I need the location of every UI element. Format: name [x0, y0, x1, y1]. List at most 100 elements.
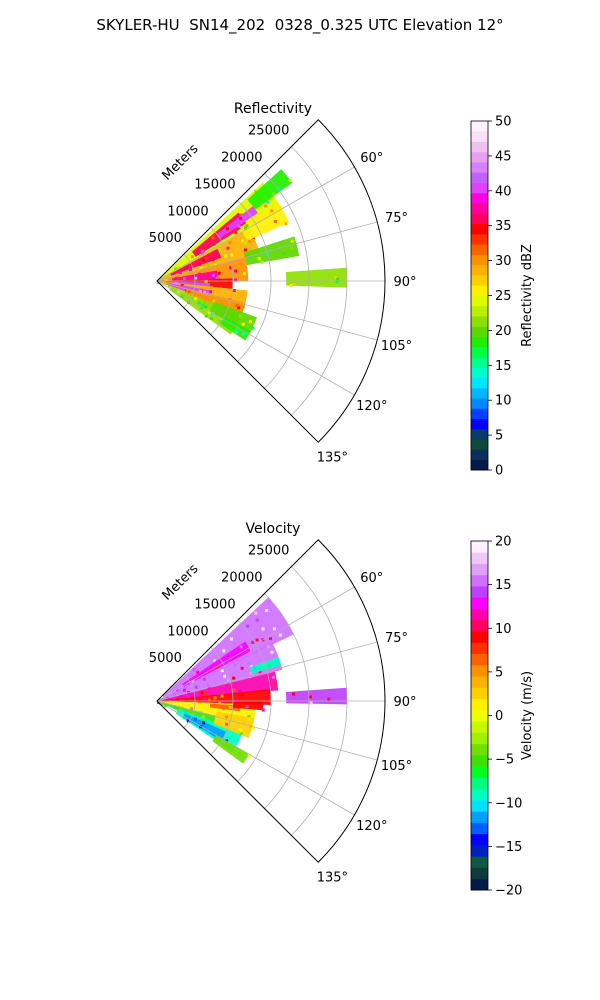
radial-tick-label: 5000 [149, 651, 182, 666]
azimuth-tick-label: 60° [360, 151, 383, 166]
echo-pixel [211, 236, 215, 240]
colorbar-swatch [471, 754, 488, 767]
echo-pixel [212, 274, 215, 277]
echo-pixel [176, 291, 180, 295]
colorbar-swatch [471, 631, 488, 643]
radar-data [157, 169, 347, 341]
radial-tick-label: 10000 [167, 624, 208, 639]
echo-pixel [273, 219, 277, 223]
colorbar-swatch [471, 367, 488, 379]
echo-pixel [239, 213, 243, 217]
colorbar-tick-label: 0 [495, 709, 503, 724]
echo-pixel [193, 668, 197, 672]
echo-region [216, 206, 258, 239]
echo-pixel [204, 280, 208, 284]
echo-pixel [178, 271, 182, 275]
chart-panel-reflectivity: Reflectivity500010000150002000025000Mete… [149, 101, 417, 465]
echo-pixel [180, 294, 184, 298]
echo-region [285, 687, 348, 705]
echo-pixel [184, 266, 188, 270]
colorbar-swatch [471, 563, 488, 576]
colorbar-swatch [471, 295, 488, 307]
echo-pixel [215, 276, 219, 280]
echo-pixel [196, 670, 200, 674]
colorbar-swatch [471, 162, 488, 173]
echo-pixel [205, 257, 209, 261]
echo-pixel [201, 715, 205, 719]
echo-pixel [239, 645, 243, 649]
colorbar-swatch [471, 151, 488, 163]
echo-pixel [226, 678, 230, 682]
echo-pixel [201, 304, 205, 308]
colorbar-tick-label: −10 [495, 796, 522, 811]
echo-pixel [248, 239, 251, 243]
colorbar-swatch [471, 398, 488, 409]
echo-pixel [254, 190, 258, 194]
echo-pixel [187, 290, 191, 294]
colorbar-tick-label: −15 [495, 840, 522, 855]
colorbar-swatch [471, 305, 488, 317]
colorbar-swatch [471, 203, 488, 214]
echo-pixel [174, 288, 178, 292]
plot-border [156, 539, 386, 863]
echo-pixel [288, 179, 292, 183]
echo-pixel [215, 739, 219, 743]
echo-pixel [199, 266, 203, 270]
echo-pixel [258, 670, 262, 674]
echo-pixel [207, 263, 210, 267]
echo-pixel [199, 710, 203, 714]
echo-pixel [251, 326, 255, 330]
echo-pixel [208, 707, 212, 711]
echo-pixel [241, 322, 245, 326]
colorbar-label: Reflectivity dBZ [520, 244, 535, 347]
echo-pixel [239, 732, 243, 736]
colorbar-swatch [471, 822, 488, 835]
echo-pixel [190, 707, 193, 711]
echo-pixel [245, 224, 249, 228]
echo-pixel [206, 683, 210, 687]
colorbar-swatch [471, 642, 488, 654]
azimuth-tick-label: 90° [393, 695, 416, 710]
echo-pixel [199, 289, 203, 293]
colorbar-swatch [471, 844, 488, 857]
echo-pixel [254, 611, 258, 615]
echo-pixel [266, 694, 270, 698]
echo-pixel [269, 637, 272, 641]
colorbar-tick-label: −5 [495, 753, 514, 768]
colorbar-tick-label: 5 [495, 665, 503, 680]
azimuth-spoke [156, 700, 355, 816]
colorbar-swatch [471, 766, 488, 778]
colorbar-swatch [471, 408, 488, 420]
echo-pixel [200, 719, 204, 723]
echo-region [285, 267, 347, 288]
radial-tick-label: 5000 [149, 231, 182, 246]
echo-pixel [309, 701, 313, 705]
echo-pixel [233, 642, 237, 645]
echo-pixel [217, 271, 221, 275]
echo-pixel [204, 314, 208, 318]
colorbar-swatch [471, 743, 488, 756]
echo-pixel [336, 277, 340, 281]
echo-pixel [232, 289, 236, 292]
colorbar-reflectivity: 0 5 10 15 20 25 30 35 40 45 50 Reflectivity dBZ [470, 115, 535, 479]
colorbar-swatch [471, 244, 488, 255]
radial-tick-label: 20000 [221, 571, 262, 586]
echo-pixel [194, 297, 198, 301]
azimuth-spoke [156, 280, 378, 341]
azimuth-tick-label: 60° [360, 571, 383, 586]
echo-pixel [232, 676, 236, 680]
echo-pixel [229, 637, 233, 641]
echo-pixel [230, 253, 234, 257]
radial-tick-label: 25000 [248, 124, 289, 139]
colorbar-swatch [471, 182, 488, 194]
colorbar-swatch [471, 541, 488, 553]
colorbar-swatch [471, 878, 488, 891]
colorbar-swatch [471, 439, 488, 450]
echo-pixel [216, 665, 220, 669]
echo-pixel [282, 252, 286, 256]
echo-pixel [247, 717, 251, 721]
echo-region [182, 641, 251, 687]
echo-pixel [189, 268, 192, 272]
echo-pixel [290, 239, 294, 243]
radial-tick-label: 20000 [221, 151, 262, 166]
